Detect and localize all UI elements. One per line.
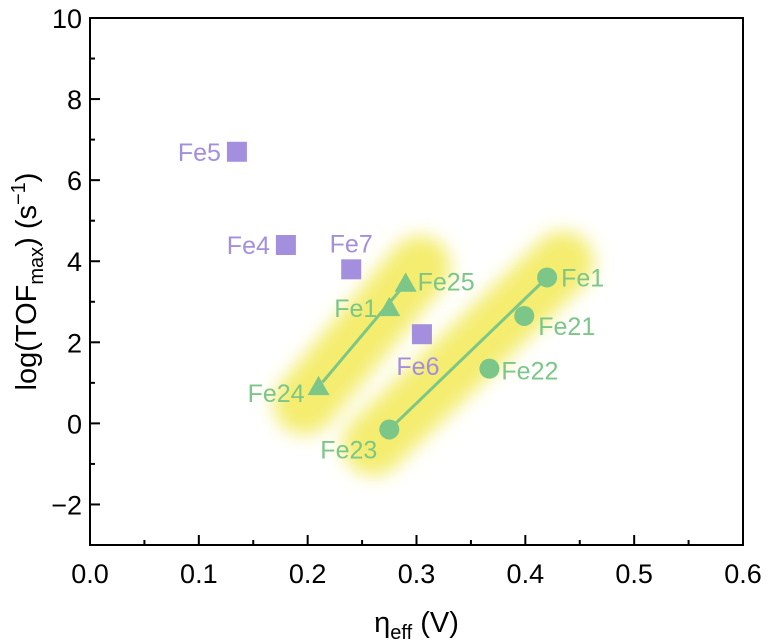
x-axis-label: ηeff (V) [374,607,459,642]
y-tick-label: 10 [52,4,82,34]
y-axis-label-suffix: ) [11,173,43,183]
y-tick-label: 4 [67,247,82,277]
square-marker [275,235,296,256]
y-axis-label-mid: ) (s [11,205,43,247]
x-axis-label-unit: (V) [412,607,459,639]
triangle-marker [307,375,330,396]
y-tick-label: 8 [67,85,82,115]
y-axis-label-sup: −1 [8,182,30,205]
x-tick-label: 0.0 [71,559,109,589]
x-tick-label: 0.2 [289,559,327,589]
point-label: Fe22 [501,358,558,386]
tick-layer [89,17,744,546]
point-label: Fe1 [334,295,377,323]
square-marker [411,324,432,345]
point-label: Fe21 [538,313,595,341]
fit-line [392,280,544,427]
square-marker [226,141,247,162]
y-axis-label-prefix: log(TOF [11,285,43,391]
y-axis-label-sub: max [26,247,48,285]
marker-layer [226,141,558,440]
triangle-marker [378,296,401,317]
y-tick-label: 6 [67,166,82,196]
x-tick-label: 0.1 [180,559,218,589]
point-label: Fe1 [561,264,604,292]
circle-marker [479,358,500,379]
triangle-marker [394,272,417,292]
tick-label-layer: 0.0 0.1 0.2 0.3 0.4 0.5 0.6 −2 0 2 4 6 8 10 [51,4,762,589]
point-label: Fe7 [330,230,373,258]
point-label: Fe24 [248,380,305,408]
point-label: Fe6 [396,353,439,381]
x-axis-label-sub: eff [390,622,412,642]
point-label: Fe23 [320,436,377,464]
x-tick-label: 0.6 [724,559,762,589]
point-label: Fe25 [418,269,475,297]
y-tick-label: −2 [51,490,82,520]
circle-marker [379,419,400,440]
y-tick-label: 2 [67,328,82,358]
y-axis-label: log(TOFmax) (s−1) [8,173,48,391]
x-tick-label: 0.3 [398,559,436,589]
x-tick-label: 0.5 [615,559,653,589]
point-label: Fe4 [227,232,270,260]
circle-marker [537,267,558,288]
point-label-layer: Fe5 Fe4 Fe7 Fe6 Fe24 Fe1 Fe25 Fe23 Fe22 Fe21 Fe1 [178,139,604,465]
point-label: Fe5 [178,139,221,167]
x-axis-label-base: η [374,607,390,639]
y-tick-label: 0 [67,409,82,439]
circle-marker [514,305,535,326]
square-marker [341,259,362,280]
x-tick-label: 0.4 [507,559,545,589]
